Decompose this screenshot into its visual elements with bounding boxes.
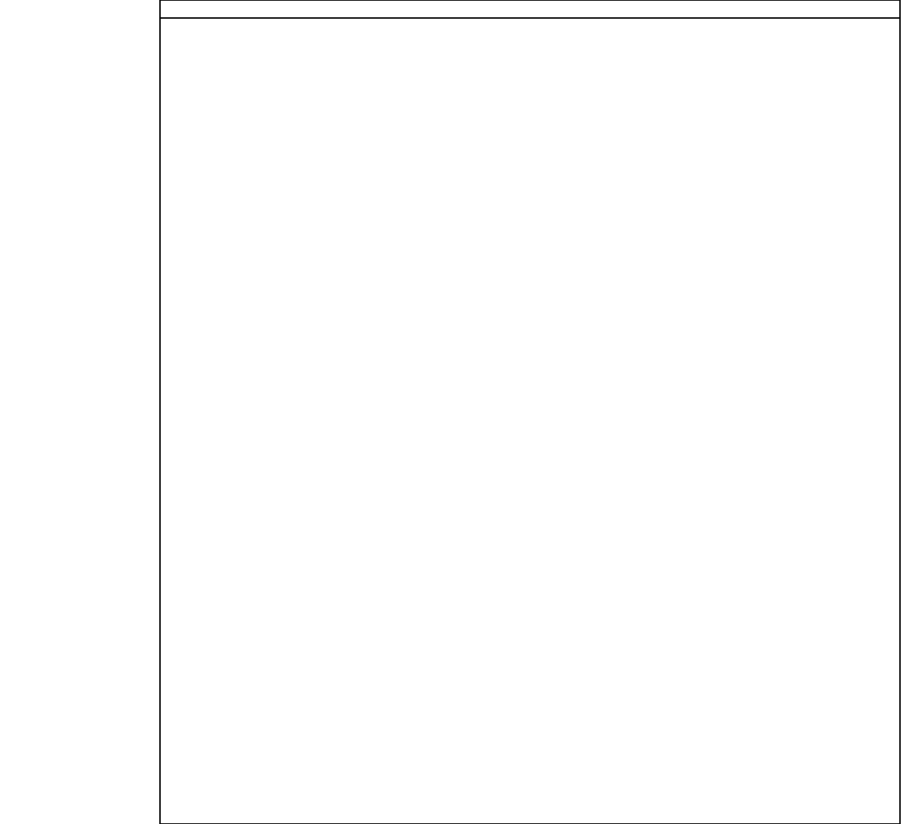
activity-diagram [0, 0, 905, 824]
swimlane-container [160, 0, 900, 824]
